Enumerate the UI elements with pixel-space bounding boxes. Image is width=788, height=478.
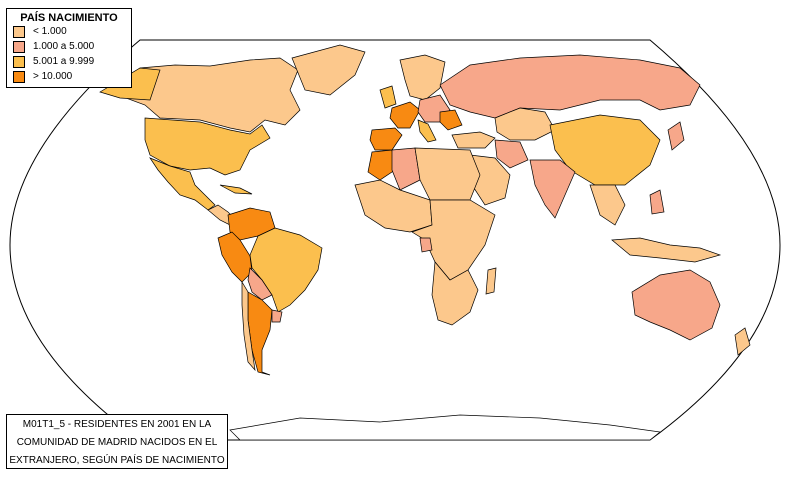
region-indonesia: [611, 237, 722, 263]
region-romania: [439, 109, 463, 131]
map-legend: PAÍS NACIMIENTO < 1.000 1.000 a 5.000 5.…: [6, 8, 132, 88]
map-caption: M01T1_5 - RESIDENTES EN 2001 EN LA COMUN…: [6, 414, 228, 469]
region-equatorial-guinea: [419, 237, 433, 253]
region-northern-europe: [399, 54, 446, 101]
region-madagascar: [485, 267, 497, 295]
legend-swatch: [13, 25, 25, 38]
region-morocco: [367, 149, 396, 181]
region-philippines: [649, 189, 665, 215]
region-new-zealand: [734, 327, 751, 356]
legend-label: > 10.000: [33, 71, 73, 82]
region-chile: [241, 280, 256, 372]
region-mexico: [149, 157, 216, 211]
legend-item: 1.000 a 5.000: [13, 39, 125, 54]
legend-label: 1.000 a 5.000: [33, 41, 95, 52]
region-uk-ireland: [379, 85, 397, 109]
region-greenland: [291, 44, 366, 96]
caption-line: COMUNIDAD DE MADRID NACIDOS EN EL: [16, 437, 218, 448]
region-cuba: [219, 184, 253, 195]
region-iran: [494, 139, 529, 169]
region-japan: [667, 121, 685, 151]
legend-item: > 10.000: [13, 69, 125, 84]
region-italy: [417, 119, 437, 143]
legend-swatch: [13, 40, 25, 53]
region-algeria: [391, 147, 421, 191]
legend-label: 5.001 a 9.999: [33, 56, 95, 67]
region-china: [549, 114, 661, 186]
legend-item: 5.001 a 9.999: [13, 54, 125, 69]
legend-swatch: [13, 55, 25, 68]
legend-swatch: [13, 70, 25, 83]
caption-line: EXTRANJERO, SEGÚN PAÍS DE NACIMIENTO: [9, 455, 225, 466]
region-central-asia: [494, 107, 556, 141]
legend-title: PAÍS NACIMIENTO: [20, 12, 118, 24]
region-india: [529, 159, 576, 219]
legend-item: < 1.000: [13, 24, 125, 39]
region-southeast-asia: [589, 184, 626, 226]
region-australia: [631, 269, 721, 341]
region-usa: [144, 117, 271, 176]
region-antarctica: [229, 414, 661, 441]
region-western-europe: [389, 101, 421, 129]
region-uruguay: [271, 309, 283, 323]
region-brazil: [249, 227, 323, 313]
region-russia: [439, 54, 701, 119]
legend-label: < 1.000: [33, 26, 67, 37]
caption-line: M01T1_5 - RESIDENTES EN 2001 EN LA: [22, 419, 212, 430]
region-southern-africa: [431, 261, 479, 326]
region-turkey: [451, 131, 496, 149]
